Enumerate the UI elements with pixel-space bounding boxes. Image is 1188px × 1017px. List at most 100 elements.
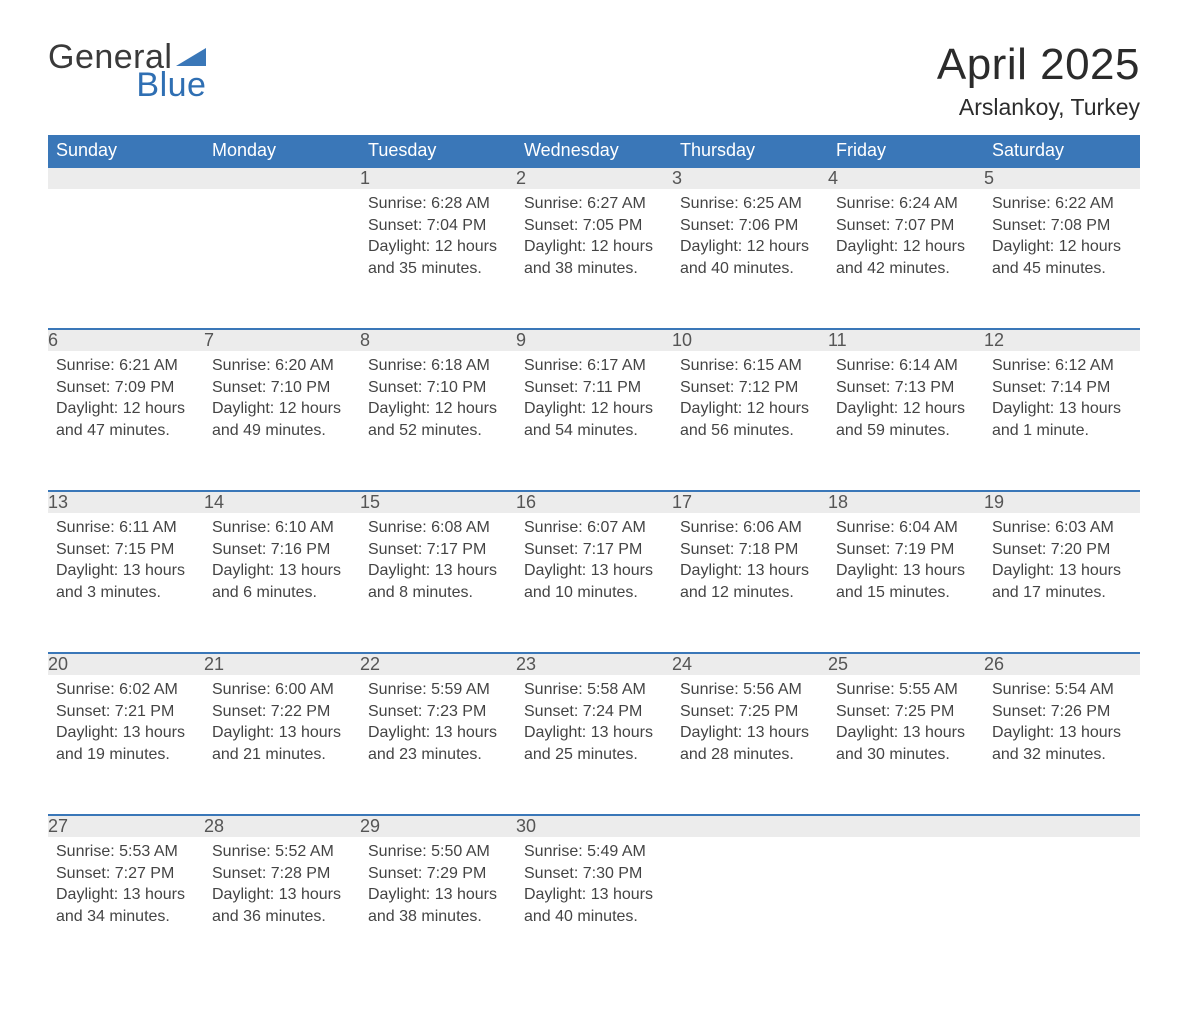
sunset-label: Sunset: — [836, 541, 890, 558]
sunset-line: Sunset: 7:25 PM — [680, 701, 820, 723]
sunrise-value: 6:10 AM — [275, 519, 334, 536]
day-number-cell: 8 — [360, 329, 516, 351]
daylight-line: Daylight: 13 hours and 15 minutes. — [836, 560, 976, 603]
day-detail: Sunrise: 5:56 AMSunset: 7:25 PMDaylight:… — [672, 675, 828, 783]
daylight-label: Daylight: — [368, 238, 430, 255]
day-detail: Sunrise: 6:24 AMSunset: 7:07 PMDaylight:… — [828, 189, 984, 297]
day-data-cell: Sunrise: 5:49 AMSunset: 7:30 PMDaylight:… — [516, 837, 672, 977]
sunset-label: Sunset: — [836, 217, 890, 234]
sunrise-label: Sunrise: — [56, 357, 115, 374]
sunrise-value: 6:02 AM — [119, 681, 178, 698]
daylight-line: Daylight: 13 hours and 6 minutes. — [212, 560, 352, 603]
day-detail: Sunrise: 6:25 AMSunset: 7:06 PMDaylight:… — [672, 189, 828, 297]
daylight-label: Daylight: — [212, 562, 274, 579]
sunrise-value: 6:25 AM — [743, 195, 802, 212]
day-data-cell: Sunrise: 6:12 AMSunset: 7:14 PMDaylight:… — [984, 351, 1140, 491]
day-data-cell: Sunrise: 6:06 AMSunset: 7:18 PMDaylight:… — [672, 513, 828, 653]
sunrise-value: 5:53 AM — [119, 843, 178, 860]
day-data-cell: Sunrise: 6:04 AMSunset: 7:19 PMDaylight:… — [828, 513, 984, 653]
day-number-cell: 1 — [360, 167, 516, 189]
day-data-cell: Sunrise: 6:22 AMSunset: 7:08 PMDaylight:… — [984, 189, 1140, 329]
day-number: 1 — [360, 168, 370, 188]
day-data-cell: Sunrise: 5:52 AMSunset: 7:28 PMDaylight:… — [204, 837, 360, 977]
day-data-cell: Sunrise: 5:50 AMSunset: 7:29 PMDaylight:… — [360, 837, 516, 977]
sunrise-line: Sunrise: 6:00 AM — [212, 679, 352, 701]
day-data-cell: Sunrise: 6:03 AMSunset: 7:20 PMDaylight:… — [984, 513, 1140, 653]
sunrise-label: Sunrise: — [212, 843, 271, 860]
calendar-week-daynums: 6789101112 — [48, 329, 1140, 351]
sunrise-line: Sunrise: 6:14 AM — [836, 355, 976, 377]
sunrise-line: Sunrise: 5:53 AM — [56, 841, 196, 863]
day-number-cell — [204, 167, 360, 189]
sunset-value: 7:10 PM — [427, 379, 487, 396]
sunrise-value: 5:56 AM — [743, 681, 802, 698]
day-detail: Sunrise: 5:58 AMSunset: 7:24 PMDaylight:… — [516, 675, 672, 783]
sunrise-value: 6:15 AM — [743, 357, 802, 374]
calendar-body: 12345Sunrise: 6:28 AMSunset: 7:04 PMDayl… — [48, 167, 1140, 977]
sunrise-value: 6:06 AM — [743, 519, 802, 536]
daylight-label: Daylight: — [56, 886, 118, 903]
sunrise-line: Sunrise: 5:49 AM — [524, 841, 664, 863]
day-data-cell: Sunrise: 6:21 AMSunset: 7:09 PMDaylight:… — [48, 351, 204, 491]
day-number: 16 — [516, 492, 536, 512]
daylight-line: Daylight: 12 hours and 52 minutes. — [368, 398, 508, 441]
sunset-label: Sunset: — [56, 379, 110, 396]
sunrise-value: 6:17 AM — [587, 357, 646, 374]
daylight-line: Daylight: 12 hours and 40 minutes. — [680, 236, 820, 279]
calendar-week-daynums: 13141516171819 — [48, 491, 1140, 513]
sunrise-label: Sunrise: — [56, 519, 115, 536]
day-number: 26 — [984, 654, 1004, 674]
sunset-value: 7:09 PM — [115, 379, 175, 396]
day-detail: Sunrise: 6:10 AMSunset: 7:16 PMDaylight:… — [204, 513, 360, 621]
dow-friday: Friday — [828, 135, 984, 167]
day-detail: Sunrise: 6:07 AMSunset: 7:17 PMDaylight:… — [516, 513, 672, 621]
sunrise-line: Sunrise: 6:15 AM — [680, 355, 820, 377]
daylight-line: Daylight: 12 hours and 42 minutes. — [836, 236, 976, 279]
daylight-line: Daylight: 13 hours and 36 minutes. — [212, 884, 352, 927]
sunset-value: 7:21 PM — [115, 703, 175, 720]
day-number-cell: 28 — [204, 815, 360, 837]
day-number: 21 — [204, 654, 224, 674]
day-number: 25 — [828, 654, 848, 674]
daylight-label: Daylight: — [836, 724, 898, 741]
sunrise-label: Sunrise: — [212, 681, 271, 698]
sunset-value: 7:17 PM — [427, 541, 487, 558]
day-number-cell: 12 — [984, 329, 1140, 351]
day-detail: Sunrise: 6:27 AMSunset: 7:05 PMDaylight:… — [516, 189, 672, 297]
day-data-cell — [204, 189, 360, 329]
day-data-cell: Sunrise: 6:00 AMSunset: 7:22 PMDaylight:… — [204, 675, 360, 815]
day-detail: Sunrise: 6:28 AMSunset: 7:04 PMDaylight:… — [360, 189, 516, 297]
sunset-label: Sunset: — [56, 865, 110, 882]
sunrise-label: Sunrise: — [680, 357, 739, 374]
daylight-line: Daylight: 13 hours and 3 minutes. — [56, 560, 196, 603]
daylight-label: Daylight: — [680, 562, 742, 579]
sunrise-label: Sunrise: — [56, 843, 115, 860]
sunrise-label: Sunrise: — [680, 681, 739, 698]
logo: General Blue — [48, 40, 206, 102]
day-number: 13 — [48, 492, 68, 512]
sunrise-label: Sunrise: — [368, 843, 427, 860]
day-number: 18 — [828, 492, 848, 512]
day-data-cell: Sunrise: 6:20 AMSunset: 7:10 PMDaylight:… — [204, 351, 360, 491]
day-detail: Sunrise: 5:54 AMSunset: 7:26 PMDaylight:… — [984, 675, 1140, 783]
sunrise-value: 6:22 AM — [1055, 195, 1114, 212]
sunrise-label: Sunrise: — [524, 843, 583, 860]
sunset-label: Sunset: — [56, 703, 110, 720]
day-number-cell: 26 — [984, 653, 1140, 675]
daylight-line: Daylight: 12 hours and 54 minutes. — [524, 398, 664, 441]
sunset-line: Sunset: 7:29 PM — [368, 863, 508, 885]
day-number: 29 — [360, 816, 380, 836]
daylight-label: Daylight: — [680, 400, 742, 417]
sunrise-value: 6:28 AM — [431, 195, 490, 212]
sunrise-line: Sunrise: 6:24 AM — [836, 193, 976, 215]
day-number-cell: 9 — [516, 329, 672, 351]
dow-saturday: Saturday — [984, 135, 1140, 167]
day-number-cell: 16 — [516, 491, 672, 513]
day-detail: Sunrise: 6:00 AMSunset: 7:22 PMDaylight:… — [204, 675, 360, 783]
sunrise-value: 6:18 AM — [431, 357, 490, 374]
dow-wednesday: Wednesday — [516, 135, 672, 167]
sunset-value: 7:28 PM — [271, 865, 331, 882]
sunset-line: Sunset: 7:27 PM — [56, 863, 196, 885]
sunrise-label: Sunrise: — [836, 357, 895, 374]
day-detail: Sunrise: 6:18 AMSunset: 7:10 PMDaylight:… — [360, 351, 516, 459]
